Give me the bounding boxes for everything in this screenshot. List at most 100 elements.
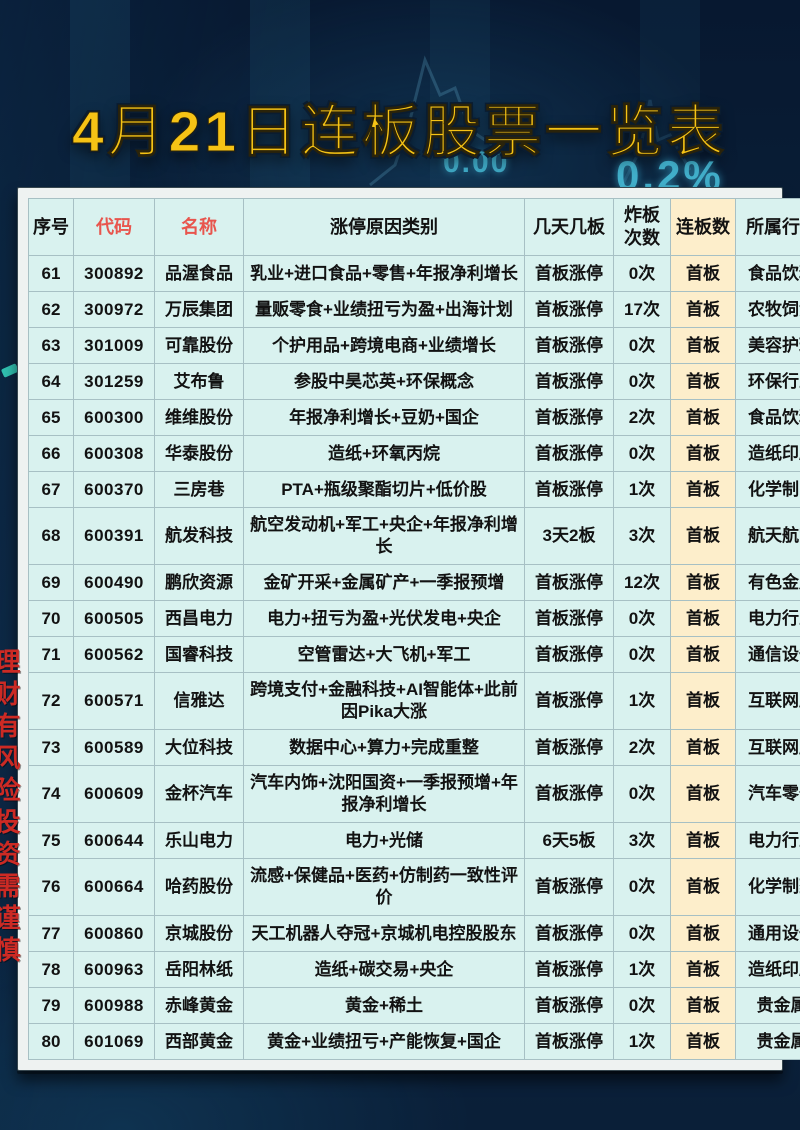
cell-blast: 2次 [613,729,671,766]
cell-no: 72 [28,672,74,730]
cell-reason: 跨境支付+金融科技+AI智能体+此前因Pika大涨 [243,672,525,730]
cell-days: 首板涨停 [524,399,614,436]
cell-boards: 首板 [670,435,736,472]
cell-reason: 空管雷达+大飞机+军工 [243,636,525,673]
table-row: 76 600664 哈药股份 流感+保健品+医药+仿制药一致性评价 首板涨停 0… [28,858,800,916]
cell-boards: 首板 [670,399,736,436]
cell-industry: 造纸印刷 [735,435,800,472]
cell-no: 73 [28,729,74,766]
cell-boards: 首板 [670,822,736,859]
cell-industry: 农牧饲渔 [735,291,800,328]
table-row: 61 300892 品渥食品 乳业+进口食品+零售+年报净利增长 首板涨停 0次… [28,255,800,292]
header-cell-no: 序号 [28,198,74,256]
cell-blast: 0次 [613,987,671,1024]
header-cell-name: 名称 [154,198,244,256]
table-row: 68 600391 航发科技 航空发动机+军工+央企+年报净利增长 3天2板 3… [28,507,800,565]
header-cell-boards: 连板数 [670,198,736,256]
header-cell-reason: 涨停原因类别 [243,198,525,256]
cell-no: 76 [28,858,74,916]
cell-days: 首板涨停 [524,291,614,328]
cell-industry: 有色金属 [735,564,800,601]
cell-industry: 电力行业 [735,600,800,637]
cell-name: 信雅达 [154,672,244,730]
cell-blast: 2次 [613,399,671,436]
cell-reason: PTA+瓶级聚酯切片+低价股 [243,471,525,508]
cell-reason: 天工机器人夺冠+京城机电控股股东 [243,915,525,952]
table-row: 79 600988 赤峰黄金 黄金+稀土 首板涨停 0次 首板 贵金属 [28,987,800,1024]
cell-days: 首板涨停 [524,636,614,673]
cell-blast: 0次 [613,363,671,400]
cell-industry: 化学制药 [735,858,800,916]
cell-code: 601069 [73,1023,155,1060]
cell-name: 大位科技 [154,729,244,766]
header-cell-days: 几天几板 [524,198,614,256]
cell-days: 首板涨停 [524,327,614,364]
cell-reason: 造纸+环氧丙烷 [243,435,525,472]
cell-code: 600963 [73,951,155,988]
cell-industry: 互联网服 [735,729,800,766]
cell-reason: 个护用品+跨境电商+业绩增长 [243,327,525,364]
table-row: 72 600571 信雅达 跨境支付+金融科技+AI智能体+此前因Pika大涨 … [28,672,800,730]
cell-code: 600589 [73,729,155,766]
cell-name: 西部黄金 [154,1023,244,1060]
cell-boards: 首板 [670,507,736,565]
stock-table: 序号 代码 名称 涨停原因类别 几天几板 炸板次数 连板数 所属行业 61 30… [28,198,800,1060]
cell-days: 首板涨停 [524,435,614,472]
table-row: 66 600308 华泰股份 造纸+环氧丙烷 首板涨停 0次 首板 造纸印刷 [28,435,800,472]
cell-days: 首板涨停 [524,672,614,730]
cell-reason: 电力+扭亏为盈+光伏发电+央企 [243,600,525,637]
cell-reason: 造纸+碳交易+央企 [243,951,525,988]
cell-blast: 0次 [613,858,671,916]
cell-blast: 1次 [613,471,671,508]
header-cell-code: 代码 [73,198,155,256]
cell-no: 71 [28,636,74,673]
cell-code: 300972 [73,291,155,328]
cell-blast: 3次 [613,822,671,859]
header-cell-blast: 炸板次数 [613,198,671,256]
table-header-row: 序号 代码 名称 涨停原因类别 几天几板 炸板次数 连板数 所属行业 [28,198,800,256]
cell-reason: 乳业+进口食品+零售+年报净利增长 [243,255,525,292]
cell-reason: 黄金+稀土 [243,987,525,1024]
cell-reason: 航空发动机+军工+央企+年报净利增长 [243,507,525,565]
cell-boards: 首板 [670,291,736,328]
cell-code: 600571 [73,672,155,730]
cell-boards: 首板 [670,564,736,601]
cell-boards: 首板 [670,729,736,766]
table-frame: 序号 代码 名称 涨停原因类别 几天几板 炸板次数 连板数 所属行业 61 30… [17,187,800,1071]
cell-industry: 贵金属 [735,987,800,1024]
cell-days: 3天2板 [524,507,614,565]
cell-blast: 0次 [613,636,671,673]
cell-code: 600664 [73,858,155,916]
cell-no: 75 [28,822,74,859]
cell-industry: 通用设备 [735,915,800,952]
cell-no: 66 [28,435,74,472]
cell-days: 首板涨停 [524,1023,614,1060]
cell-industry: 环保行业 [735,363,800,400]
cell-days: 首板涨停 [524,600,614,637]
cell-boards: 首板 [670,363,736,400]
table-row: 73 600589 大位科技 数据中心+算力+完成重整 首板涨停 2次 首板 互… [28,729,800,766]
cell-industry: 造纸印刷 [735,951,800,988]
cell-no: 78 [28,951,74,988]
cell-days: 首板涨停 [524,858,614,916]
cell-industry: 汽车零部 [735,765,800,823]
cell-boards: 首板 [670,255,736,292]
cell-name: 华泰股份 [154,435,244,472]
cell-reason: 量贩零食+业绩扭亏为盈+出海计划 [243,291,525,328]
cell-blast: 12次 [613,564,671,601]
cell-industry: 贵金属 [735,1023,800,1060]
cell-no: 69 [28,564,74,601]
table-row: 75 600644 乐山电力 电力+光储 6天5板 3次 首板 电力行业 [28,822,800,859]
cell-name: 维维股份 [154,399,244,436]
cell-reason: 参股中昊芯英+环保概念 [243,363,525,400]
cell-industry: 电力行业 [735,822,800,859]
cell-name: 西昌电力 [154,600,244,637]
cell-reason: 流感+保健品+医药+仿制药一致性评价 [243,858,525,916]
cell-name: 国睿科技 [154,636,244,673]
cell-code: 600609 [73,765,155,823]
cell-boards: 首板 [670,471,736,508]
cell-name: 艾布鲁 [154,363,244,400]
cell-blast: 1次 [613,672,671,730]
cell-boards: 首板 [670,987,736,1024]
cell-blast: 0次 [613,327,671,364]
